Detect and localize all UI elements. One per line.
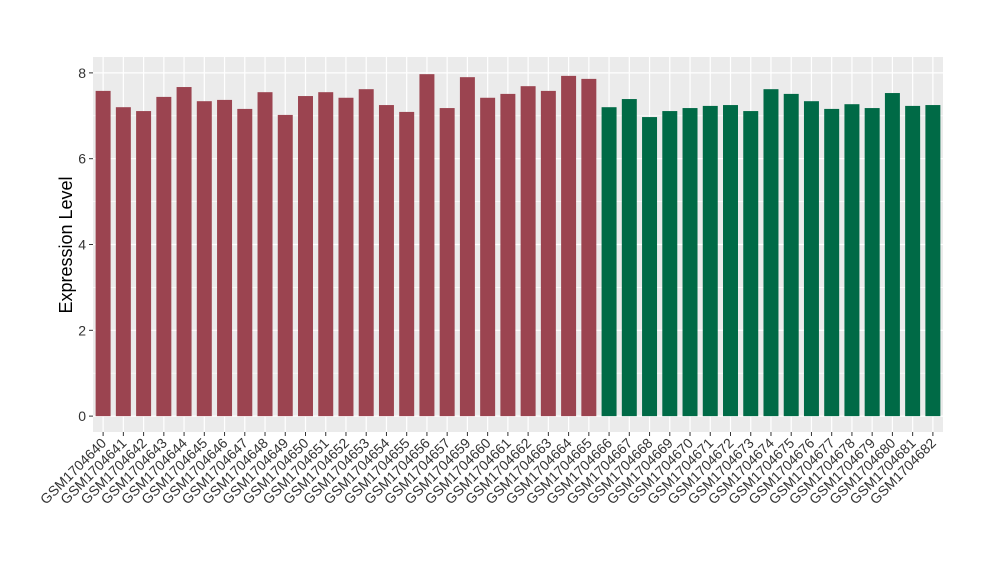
bar bbox=[561, 75, 577, 417]
bar bbox=[115, 107, 131, 417]
bar bbox=[601, 107, 617, 417]
y-tick-label: 8 bbox=[78, 65, 86, 81]
bar bbox=[925, 105, 941, 417]
bar bbox=[723, 105, 738, 417]
bar bbox=[621, 99, 637, 417]
y-tick-label: 2 bbox=[78, 322, 86, 338]
bar bbox=[844, 104, 860, 417]
bar bbox=[743, 111, 759, 417]
bar bbox=[803, 101, 819, 417]
bar bbox=[298, 96, 313, 417]
bar bbox=[277, 114, 293, 417]
bar bbox=[378, 105, 394, 417]
bar bbox=[95, 90, 111, 417]
bar bbox=[581, 78, 597, 417]
bar bbox=[905, 105, 921, 417]
y-tick-label: 6 bbox=[78, 151, 86, 167]
bar bbox=[176, 87, 192, 417]
bar bbox=[156, 96, 172, 417]
bar bbox=[399, 111, 415, 417]
y-tick-label: 0 bbox=[78, 408, 86, 424]
bar bbox=[520, 86, 536, 417]
bar bbox=[682, 108, 698, 417]
bar bbox=[318, 92, 334, 417]
bar bbox=[642, 117, 658, 417]
bar bbox=[884, 93, 900, 417]
y-tick-label: 4 bbox=[78, 237, 86, 253]
bar bbox=[136, 111, 152, 417]
bar bbox=[500, 93, 516, 417]
bar bbox=[540, 90, 556, 417]
bar bbox=[419, 74, 435, 417]
bar bbox=[783, 93, 799, 417]
bar bbox=[763, 89, 779, 417]
bar bbox=[217, 99, 233, 417]
bar bbox=[237, 108, 253, 417]
bar bbox=[358, 89, 374, 417]
bar bbox=[459, 77, 475, 417]
bar bbox=[257, 92, 273, 417]
y-axis-title: Expression Level bbox=[56, 176, 76, 313]
bar bbox=[439, 108, 455, 417]
bar bbox=[702, 105, 718, 417]
bar bbox=[338, 97, 354, 417]
bar bbox=[864, 108, 880, 417]
bar bbox=[480, 97, 496, 417]
bar bbox=[824, 108, 840, 417]
bar bbox=[196, 101, 212, 417]
bar bbox=[662, 111, 678, 417]
